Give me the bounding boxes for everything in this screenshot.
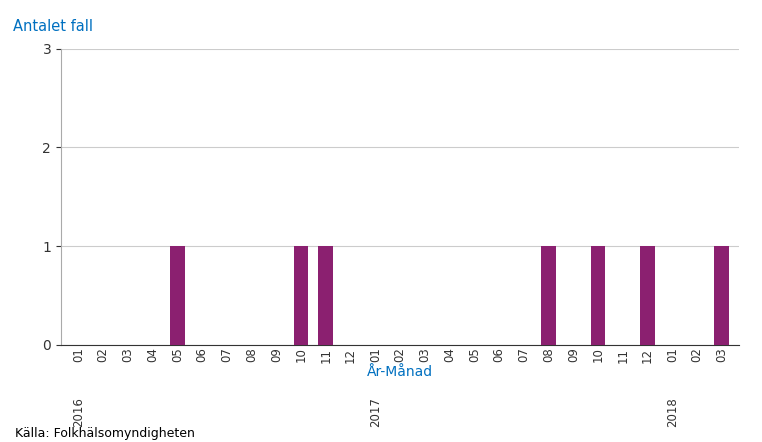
Text: 2017: 2017 bbox=[369, 397, 382, 427]
Bar bbox=[319, 246, 333, 345]
Bar bbox=[591, 246, 606, 345]
Text: 2018: 2018 bbox=[666, 397, 679, 427]
Bar bbox=[541, 246, 556, 345]
Bar bbox=[640, 246, 655, 345]
Bar bbox=[170, 246, 184, 345]
Text: Källa: Folkhälsomyndigheten: Källa: Folkhälsomyndigheten bbox=[15, 427, 195, 440]
Text: Antalet fall: Antalet fall bbox=[14, 19, 94, 34]
X-axis label: År-Månad: År-Månad bbox=[367, 366, 433, 379]
Text: 2016: 2016 bbox=[72, 397, 85, 427]
Bar bbox=[715, 246, 729, 345]
Bar bbox=[293, 246, 309, 345]
